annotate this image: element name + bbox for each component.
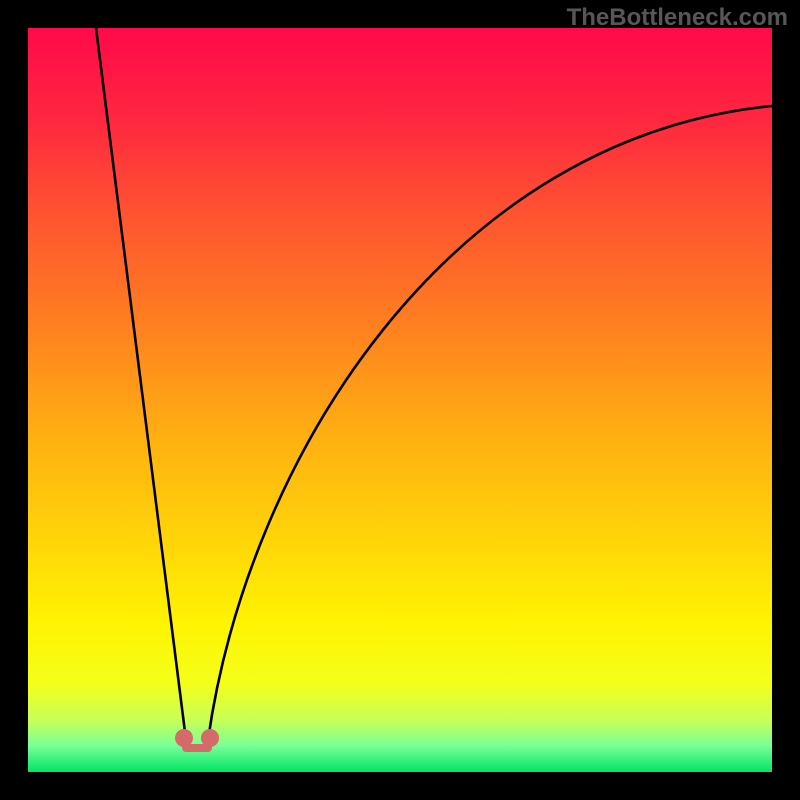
chart-frame: TheBottleneck.com: [0, 0, 800, 800]
bottleneck-curve: [28, 28, 772, 772]
valley-marker-dot: [175, 729, 193, 747]
curve-right-branch: [208, 106, 772, 740]
plot-area: [28, 28, 772, 772]
watermark-text: TheBottleneck.com: [567, 4, 788, 32]
curve-left-branch: [96, 28, 186, 740]
valley-marker-dot: [201, 729, 219, 747]
